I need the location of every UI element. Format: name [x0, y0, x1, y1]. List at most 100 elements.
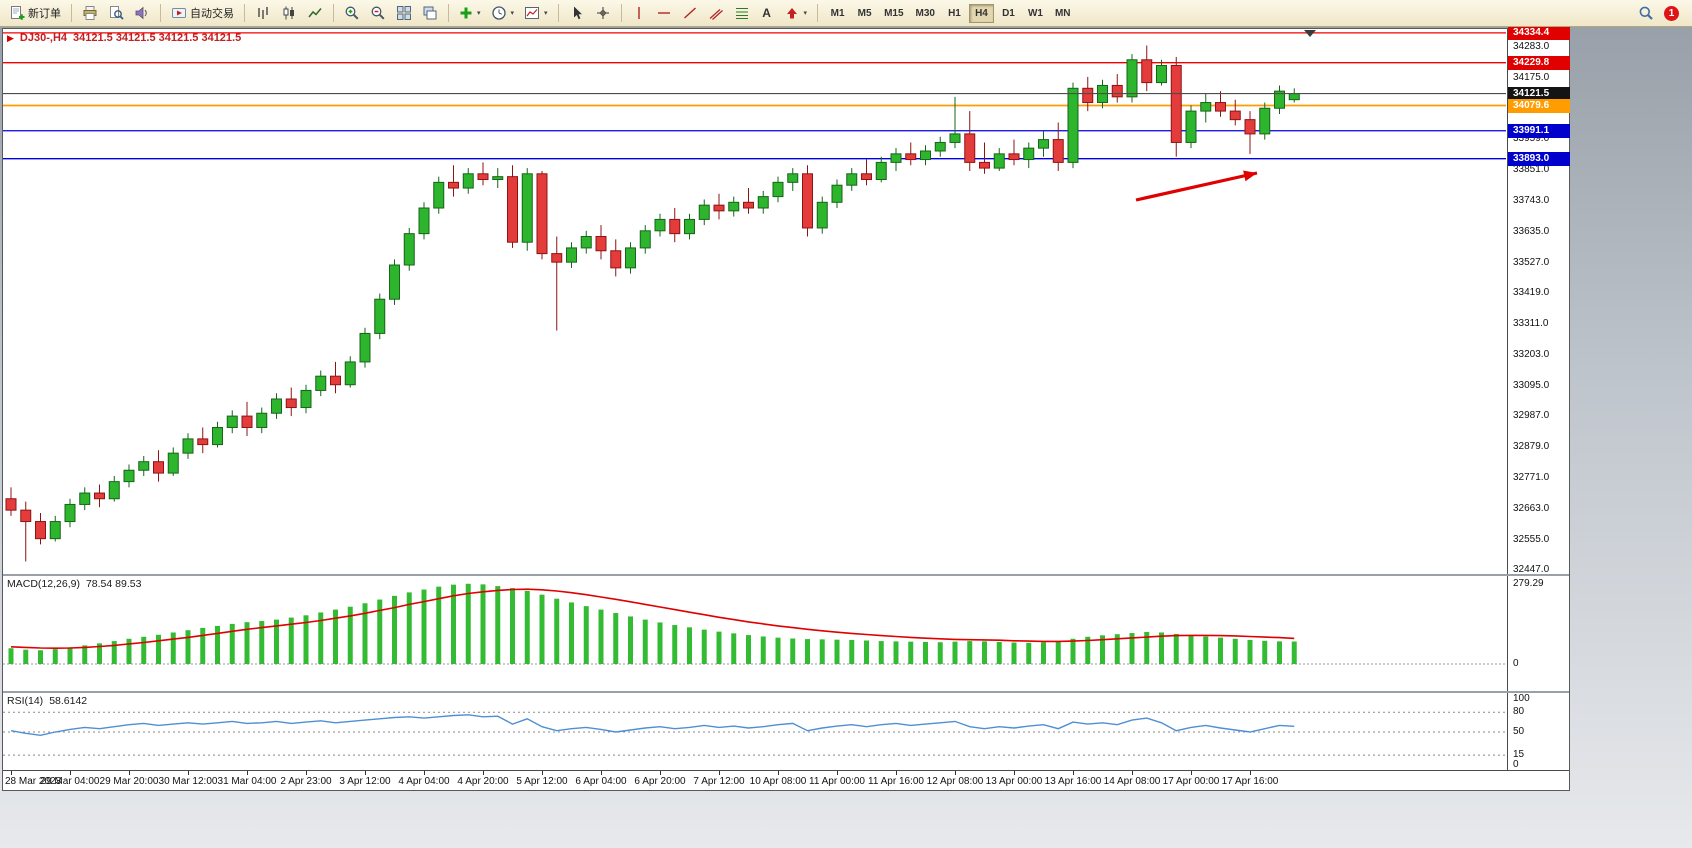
timeframe-m1-button[interactable]: M1 — [825, 4, 850, 23]
time-label: 11 Apr 16:00 — [868, 776, 924, 787]
time-tick — [600, 771, 602, 775]
horizontal-line-button[interactable] — [652, 2, 676, 24]
price-tick: 33851.0 — [1513, 164, 1550, 176]
price-tick: 33959.0 — [1513, 133, 1550, 145]
price-tick: 33095.0 — [1513, 379, 1550, 391]
time-label: 28 Mar 2023 — [5, 776, 62, 787]
time-label: 6 Apr 20:00 — [634, 776, 686, 787]
autotrade-label: 自动交易 — [190, 8, 234, 20]
zoom-out-button[interactable] — [366, 2, 390, 24]
fibonacci-button[interactable] — [730, 2, 754, 24]
new-order-button[interactable]: 新订单 — [5, 2, 65, 24]
price-level-badge: 33991.1 — [1508, 123, 1570, 138]
template-chart-icon — [525, 7, 540, 19]
chart-bars-button[interactable] — [251, 2, 275, 24]
channel-button[interactable] — [704, 2, 728, 24]
chevron-down-icon: ▾ — [544, 10, 548, 17]
macd-histogram — [8, 583, 1297, 664]
rsi-line — [10, 714, 1295, 737]
panel-splitter[interactable] — [3, 574, 1569, 576]
speaker-icon — [135, 6, 147, 20]
chart-line-button[interactable] — [303, 2, 327, 24]
timeframe-h4-button[interactable]: H4 — [968, 3, 994, 23]
publish-button[interactable] — [130, 2, 154, 24]
print-preview-button[interactable] — [104, 2, 128, 24]
trendline-button[interactable] — [678, 2, 702, 24]
price-tick: 33635.0 — [1513, 225, 1550, 237]
chart-candles-button[interactable] — [277, 2, 301, 24]
zoom-out-icon — [371, 6, 385, 20]
cascade-windows-button[interactable] — [418, 2, 442, 24]
time-label: 2 Apr 23:00 — [280, 776, 332, 787]
search-button[interactable] — [1634, 2, 1658, 24]
indicators-button[interactable]: ▾ — [455, 2, 485, 24]
time-tick — [69, 771, 71, 775]
tile-windows-button[interactable] — [392, 2, 416, 24]
timeframe-h1-button[interactable]: H1 — [942, 4, 967, 23]
zoom-in-button[interactable] — [340, 2, 364, 24]
time-tick — [305, 771, 307, 775]
panel-splitter[interactable] — [3, 691, 1569, 693]
price-scale[interactable]: 34283.0 34175.0 33959.0 33851.0 33743.0 33635… — [1507, 25, 1570, 770]
ohlc-values: 34121.5 34121.5 34121.5 34121.5 — [73, 32, 242, 44]
new-order-label: 新订单 — [28, 8, 61, 20]
price-tick: 34283.0 — [1513, 41, 1550, 52]
vertical-line-button[interactable] — [628, 2, 650, 24]
time-tick — [128, 771, 130, 775]
text-tool-button[interactable]: A — [756, 2, 778, 24]
timeframe-w1-button[interactable]: W1 — [1023, 4, 1048, 23]
price-tick: 33311.0 — [1513, 318, 1549, 330]
timeframe-d1-button[interactable]: D1 — [996, 4, 1021, 23]
autotrade-button[interactable]: 自动交易 — [167, 2, 238, 24]
rsi-label: RSI(14) 58.6142 — [7, 695, 87, 707]
bar-chart-icon — [258, 7, 268, 19]
search-icon — [1639, 6, 1653, 20]
macd-panel[interactable]: MACD(12,26,9) 78.54 89.53 — [3, 576, 1506, 691]
chevron-down-icon: ▾ — [510, 10, 515, 17]
price-tick: 32879.0 — [1513, 441, 1550, 453]
notification-badge[interactable]: 1 — [1664, 5, 1679, 21]
timeframe-m15-button[interactable]: M15 — [879, 4, 908, 23]
time-tick — [482, 771, 484, 775]
clock-icon — [491, 6, 506, 20]
autotrade-play-icon — [172, 8, 186, 18]
arrow-shape-icon — [786, 8, 797, 19]
toolbar-separator — [817, 4, 819, 22]
time-tick — [895, 771, 897, 775]
time-label: 30 Mar 12:00 — [158, 776, 218, 787]
rsi-axis-tick: 80 — [1513, 706, 1525, 718]
templates-button[interactable]: ▾ — [520, 2, 552, 24]
price-tick: 33743.0 — [1513, 195, 1550, 206]
periods-button[interactable]: ▾ — [487, 2, 519, 24]
macd-name: MACD(12,26,9) — [7, 578, 80, 590]
timeframe-mn-button[interactable]: MN — [1050, 4, 1076, 23]
print-preview-icon — [110, 6, 124, 20]
rsi-panel[interactable]: RSI(14) 58.6142 — [3, 693, 1506, 770]
zoom-in-icon — [345, 6, 359, 20]
print-button[interactable] — [78, 2, 102, 24]
crosshair-icon — [596, 7, 609, 19]
trend-arrow-head — [1243, 170, 1257, 182]
time-label: 11 Apr 00:00 — [809, 776, 865, 787]
time-label: 5 Apr 12:00 — [516, 776, 568, 787]
toolbar-separator — [620, 4, 622, 22]
price-level-badge: 34079.6 — [1508, 98, 1570, 113]
time-label: 4 Apr 20:00 — [457, 776, 509, 787]
crosshair-button[interactable] — [591, 2, 615, 24]
candlestick-icon — [283, 6, 294, 20]
timeframe-m30-button[interactable]: M30 — [911, 4, 940, 23]
text-tool-icon: A — [762, 6, 771, 20]
cursor-button[interactable] — [565, 2, 589, 24]
time-axis[interactable]: 28 Mar 2023 29 Mar 04:00 29 Mar 20:00 30 Ma… — [3, 770, 1569, 790]
rsi-name: RSI(14) — [7, 695, 44, 707]
macd-signal-line — [10, 588, 1295, 650]
chevron-down-icon: ▾ — [803, 10, 808, 17]
time-tick — [541, 771, 543, 775]
timeframe-m5-button[interactable]: M5 — [852, 4, 877, 23]
arrows-tool-button[interactable]: ▾ — [780, 2, 812, 24]
time-tick — [659, 771, 661, 775]
main-chart-panel[interactable]: ▶ DJ30-,H4 34121.5 34121.5 34121.5 34121… — [3, 29, 1506, 574]
time-tick — [718, 771, 720, 775]
toolbar-separator — [333, 4, 334, 22]
price-level-badge: 33893.0 — [1508, 151, 1570, 166]
